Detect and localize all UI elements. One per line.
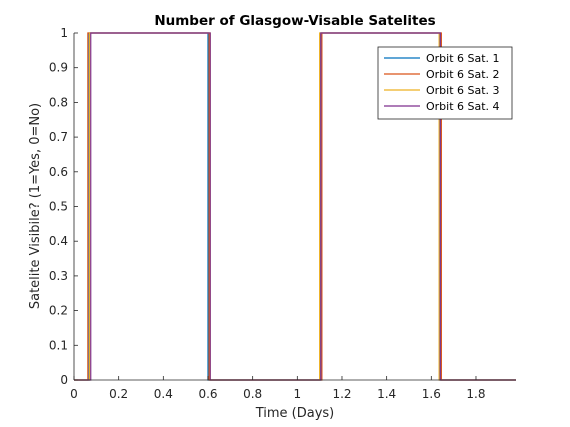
x-axis-label: Time (Days) bbox=[255, 406, 335, 421]
y-tick-label: 0.6 bbox=[49, 165, 68, 179]
legend-entry-3: Orbit 6 Sat. 3 bbox=[426, 84, 500, 97]
x-tick-label: 1.6 bbox=[422, 387, 441, 401]
y-tick-label: 0.5 bbox=[49, 200, 68, 214]
legend-box bbox=[377, 46, 513, 120]
legend-entry-4: Orbit 6 Sat. 4 bbox=[426, 100, 500, 113]
x-tick-label: 0.8 bbox=[243, 387, 262, 401]
y-tick-label: 0.2 bbox=[49, 304, 68, 318]
ticks-layer: 0 0.2 0.4 0.6 0.8 1 1.2 1.4 1.6 1.8 0 0.1 0.2 0.3 0.4 0… bbox=[49, 26, 486, 401]
y-tick-label: 0.1 bbox=[49, 338, 68, 352]
x-tick-label: 0.6 bbox=[198, 387, 217, 401]
legend-entry-1: Orbit 6 Sat. 1 bbox=[426, 52, 500, 65]
y-tick-label: 0.4 bbox=[49, 234, 68, 248]
y-tick-label: 0.3 bbox=[49, 269, 68, 283]
x-tick-label: 0.4 bbox=[154, 387, 173, 401]
legend: Orbit 6 Sat. 1 Orbit 6 Sat. 2 Orbit 6 Sat.… bbox=[377, 46, 513, 120]
y-tick-label: 0 bbox=[60, 373, 68, 387]
x-tick-label: 0.2 bbox=[109, 387, 128, 401]
y-tick-label: 0.9 bbox=[49, 61, 68, 75]
y-tick-label: 0.8 bbox=[49, 95, 68, 109]
x-tick-label: 1.8 bbox=[466, 387, 485, 401]
x-tick-label: 0 bbox=[70, 387, 78, 401]
y-tick-label: 1 bbox=[60, 26, 68, 40]
x-tick-label: 1 bbox=[294, 387, 302, 401]
x-tick-label: 1.4 bbox=[377, 387, 396, 401]
y-axis-label: Satelite Visibile? (1=Yes, 0=No) bbox=[28, 103, 43, 309]
x-tick-label: 1.2 bbox=[332, 387, 351, 401]
chart-title: Number of Glasgow-Visable Satelites bbox=[154, 13, 435, 29]
y-tick-label: 0.7 bbox=[49, 130, 68, 144]
legend-entry-2: Orbit 6 Sat. 2 bbox=[426, 68, 500, 81]
